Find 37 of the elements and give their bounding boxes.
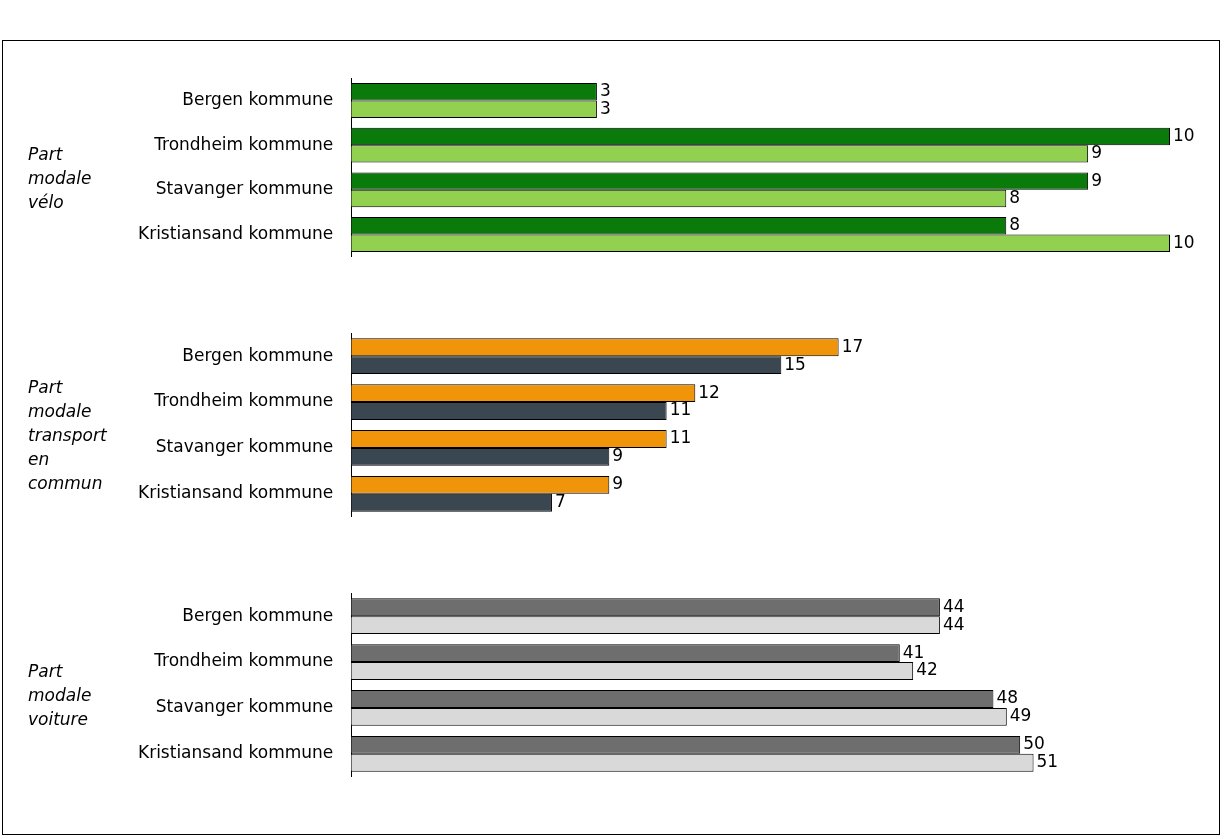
data-label: 7 — [554, 491, 566, 512]
data-label: 8 — [1009, 186, 1021, 207]
data-label: 15 — [784, 353, 806, 374]
data-label: 10 — [1173, 231, 1195, 252]
data-label: 12 — [698, 381, 720, 402]
y-tick-label: Trondheim kommune — [153, 390, 334, 411]
y-tick-label: Stavanger kommune — [155, 696, 334, 717]
y-axis-title: Part modale vélo — [28, 142, 93, 214]
data-label: 51 — [1036, 751, 1059, 772]
y-tick-label: Trondheim kommune — [153, 650, 334, 671]
y-tick-label: Kristiansand kommune — [138, 742, 334, 763]
y-tick-label: Bergen kommune — [182, 604, 334, 625]
data-label: 8 — [1009, 214, 1021, 235]
data-label: 50 — [1023, 733, 1045, 754]
y-tick-label: Stavanger kommune — [155, 178, 334, 199]
data-label: 9 — [612, 445, 624, 466]
data-label: 49 — [1009, 705, 1032, 726]
y-axis-title: Part modale voiture — [28, 660, 93, 731]
data-label: 9 — [1091, 169, 1102, 190]
y-tick-label: Kristiansand kommune — [138, 222, 334, 243]
data-label: 48 — [996, 687, 1019, 708]
data-label: 10 — [1173, 124, 1195, 145]
y-tick-label: Bergen kommune — [182, 344, 334, 365]
data-label: 44 — [942, 595, 965, 616]
data-label: 9 — [1091, 142, 1102, 163]
data-label: 41 — [902, 641, 925, 662]
y-tick-label: Stavanger kommune — [155, 436, 334, 457]
data-label: 9 — [612, 473, 624, 494]
data-label: 11 — [669, 427, 692, 448]
data-label: 11 — [669, 399, 692, 420]
data-label: 17 — [841, 335, 864, 356]
y-tick-label: Kristiansand kommune — [138, 482, 334, 503]
data-label: 42 — [916, 659, 938, 680]
y-tick-label: Trondheim kommune — [153, 133, 334, 154]
data-label: 44 — [942, 613, 965, 634]
y-tick-label: Bergen kommune — [182, 88, 334, 109]
y-axis-title: Part modale transport en commun — [28, 376, 108, 495]
